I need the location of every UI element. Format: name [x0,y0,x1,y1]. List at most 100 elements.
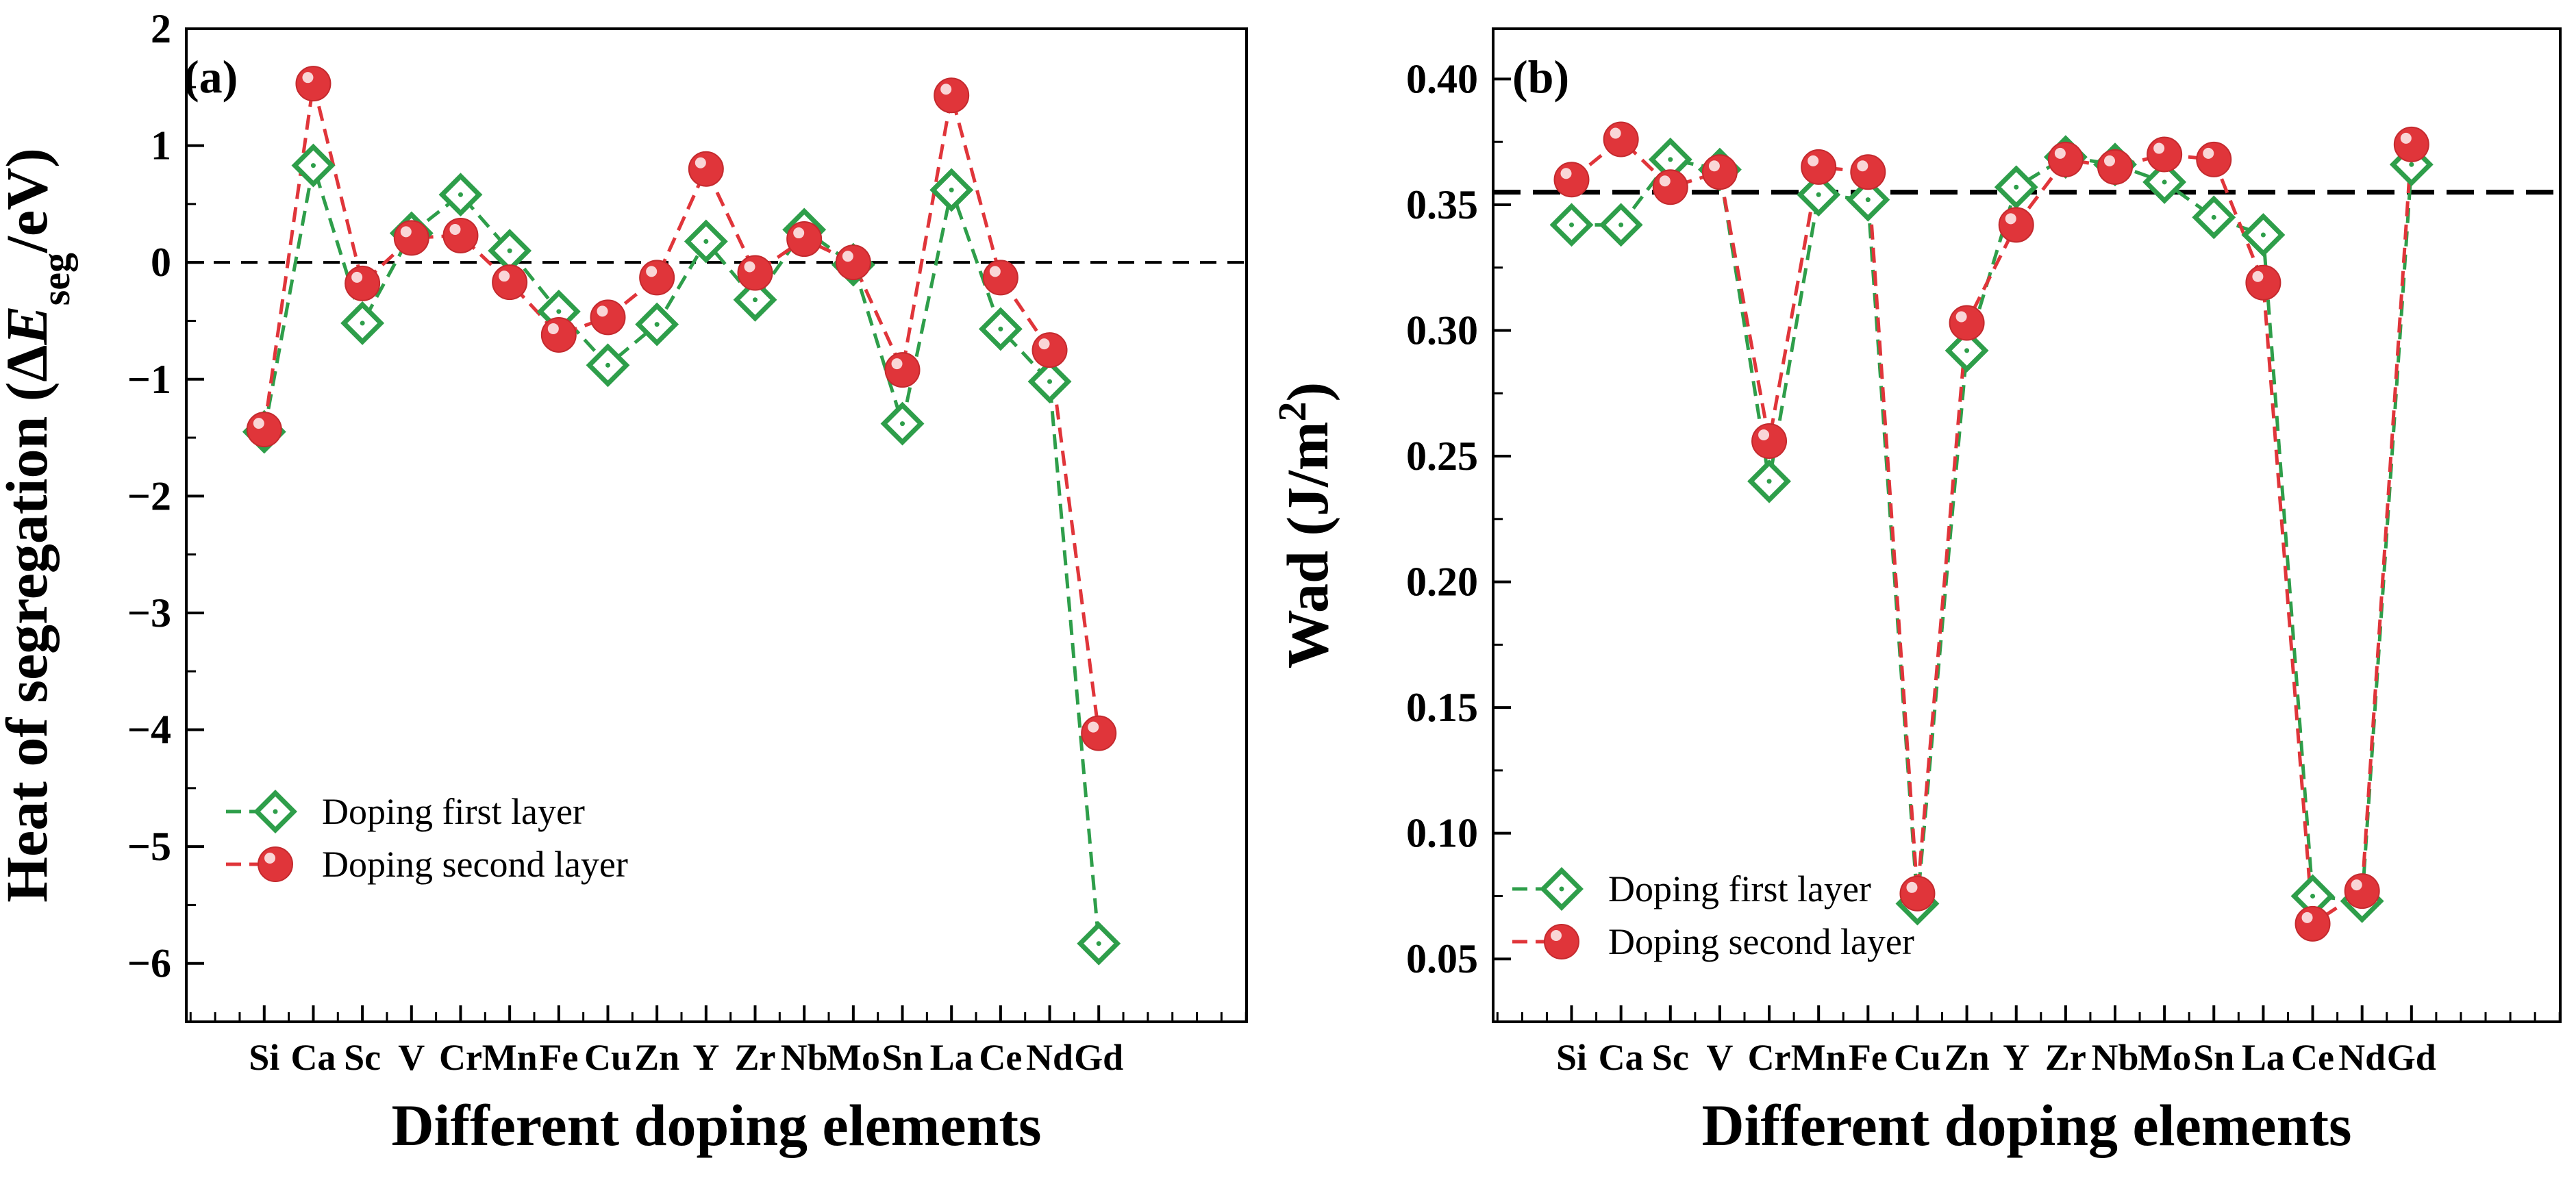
data-point-highlight [499,271,510,282]
y-tick-label: −2 [127,473,171,518]
x-tick-label: Si [1556,1037,1587,1078]
data-point-center-dot [1816,192,1821,197]
data-point-circle [1949,305,1985,341]
data-point-center-dot [310,163,316,168]
data-point-center-dot [703,238,709,244]
data-point-circle [1701,154,1738,190]
data-point-circle [590,299,626,336]
y-tick-label: 2 [151,6,171,51]
x-tick-label: Y [692,1037,719,1078]
data-point-highlight [1955,311,1967,323]
legend: Doping first layer Doping second layer [1512,867,1914,962]
data-point-highlight [2252,271,2264,282]
x-tick-label: V [1706,1037,1733,1078]
x-axis-title: Different doping elements [391,1092,1041,1158]
data-point-center-dot [1766,479,1772,484]
data-point-highlight [646,266,658,277]
legend-label: Doping second layer [1608,921,1914,962]
data-point-center-dot [2211,214,2216,220]
y-tick-label: 0.40 [1406,56,1478,101]
data-point-circle [2294,905,2331,942]
x-tick-label: Zn [634,1037,679,1078]
data-point-circle [258,846,293,882]
data-point-highlight [1038,338,1050,350]
data-point-highlight [2301,912,2313,923]
x-tick-label: Nd [2338,1037,2386,1078]
x-tick-label: Cu [1894,1037,1941,1078]
data-point-circle [2344,873,2380,909]
legend-label: Doping first layer [1608,868,1871,909]
x-tick-label: La [2242,1037,2285,1078]
data-point-circle [345,265,381,301]
data-point-center-dot [273,809,278,814]
data-point-circle [246,412,282,448]
data-point-center-dot [2260,232,2266,238]
y-tick-label: 1 [151,123,171,168]
data-point-center-dot [1096,941,1101,946]
legend-entry: Doping first layer [226,790,585,833]
y-axis-ticks: 2 1 0 −1 −2 −3 −4 −5 −6 [127,6,204,986]
legend: Doping first layer Doping second layer [226,790,628,885]
x-tick-label: Cr [1748,1037,1791,1078]
x-tick-label: V [398,1037,425,1078]
data-point-highlight [2153,142,2165,154]
x-tick-label: La [930,1037,973,1078]
x-tick-label: Gd [1074,1037,1123,1078]
data-point-circle [2047,141,2084,177]
data-point-highlight [1857,160,1868,172]
data-point-center-dot [900,421,905,427]
legend-label: Doping second layer [322,844,628,885]
data-point-circle [884,352,921,388]
data-point-center-dot [1865,197,1871,203]
data-point-circle [2245,264,2281,301]
data-point-circle [1801,149,1837,185]
y-title-part: Wad (J/m [1275,421,1340,668]
data-point-highlight [744,261,755,273]
data-point-circle [393,220,429,256]
x-tick-label: Sn [881,1037,923,1078]
data-point-circle [2393,126,2429,162]
data-point-center-dot [2014,184,2019,190]
data-point-circle [492,264,528,301]
data-point-highlight [351,271,363,283]
legend-entry: Doping first layer [1512,867,1871,911]
x-tick-label: Ce [979,1037,1022,1078]
legend-entry: Doping second layer [1512,921,1914,962]
x-tick-label: Mn [482,1037,538,1078]
data-point-circle [835,244,871,281]
data-point-circle [540,316,577,353]
data-point-center-dot [1964,348,1970,353]
y-tick-label: 0.10 [1406,811,1478,856]
y-tick-label: 0.35 [1406,182,1478,227]
x-tick-label: Nb [781,1037,828,1078]
data-point-highlight [2351,879,2362,891]
data-point-highlight [1906,881,1918,893]
series-markers-second-layer [246,66,1117,751]
data-point-circle [982,260,1018,296]
data-point-highlight [1560,168,1572,179]
y-tick-label: 0.25 [1406,434,1478,479]
data-point-highlight [1808,155,1819,166]
y-title-part: /eV) [0,148,60,253]
y-tick-label: 0 [151,240,171,285]
legend-entry: Doping second layer [226,844,628,885]
y-axis-title: Wad (J/m2) [1270,382,1341,668]
x-tick-label: Fe [539,1037,578,1078]
data-point-circle [1899,875,1936,912]
x-tick-label: Gd [2387,1037,2436,1078]
x-axis-title: Different doping elements [1701,1092,2351,1158]
legend-label: Doping first layer [322,791,585,832]
data-point-highlight [695,157,706,168]
x-tick-label: Mo [2138,1037,2191,1078]
data-point-circle [1544,924,1579,959]
y-title-variable: E [0,305,60,345]
data-point-highlight [940,84,952,95]
data-point-highlight [2005,213,2016,225]
x-tick-label: Zn [1944,1037,1990,1078]
data-point-circle [2196,141,2232,177]
data-point-center-dot [2310,893,2316,899]
data-point-center-dot [458,192,463,197]
